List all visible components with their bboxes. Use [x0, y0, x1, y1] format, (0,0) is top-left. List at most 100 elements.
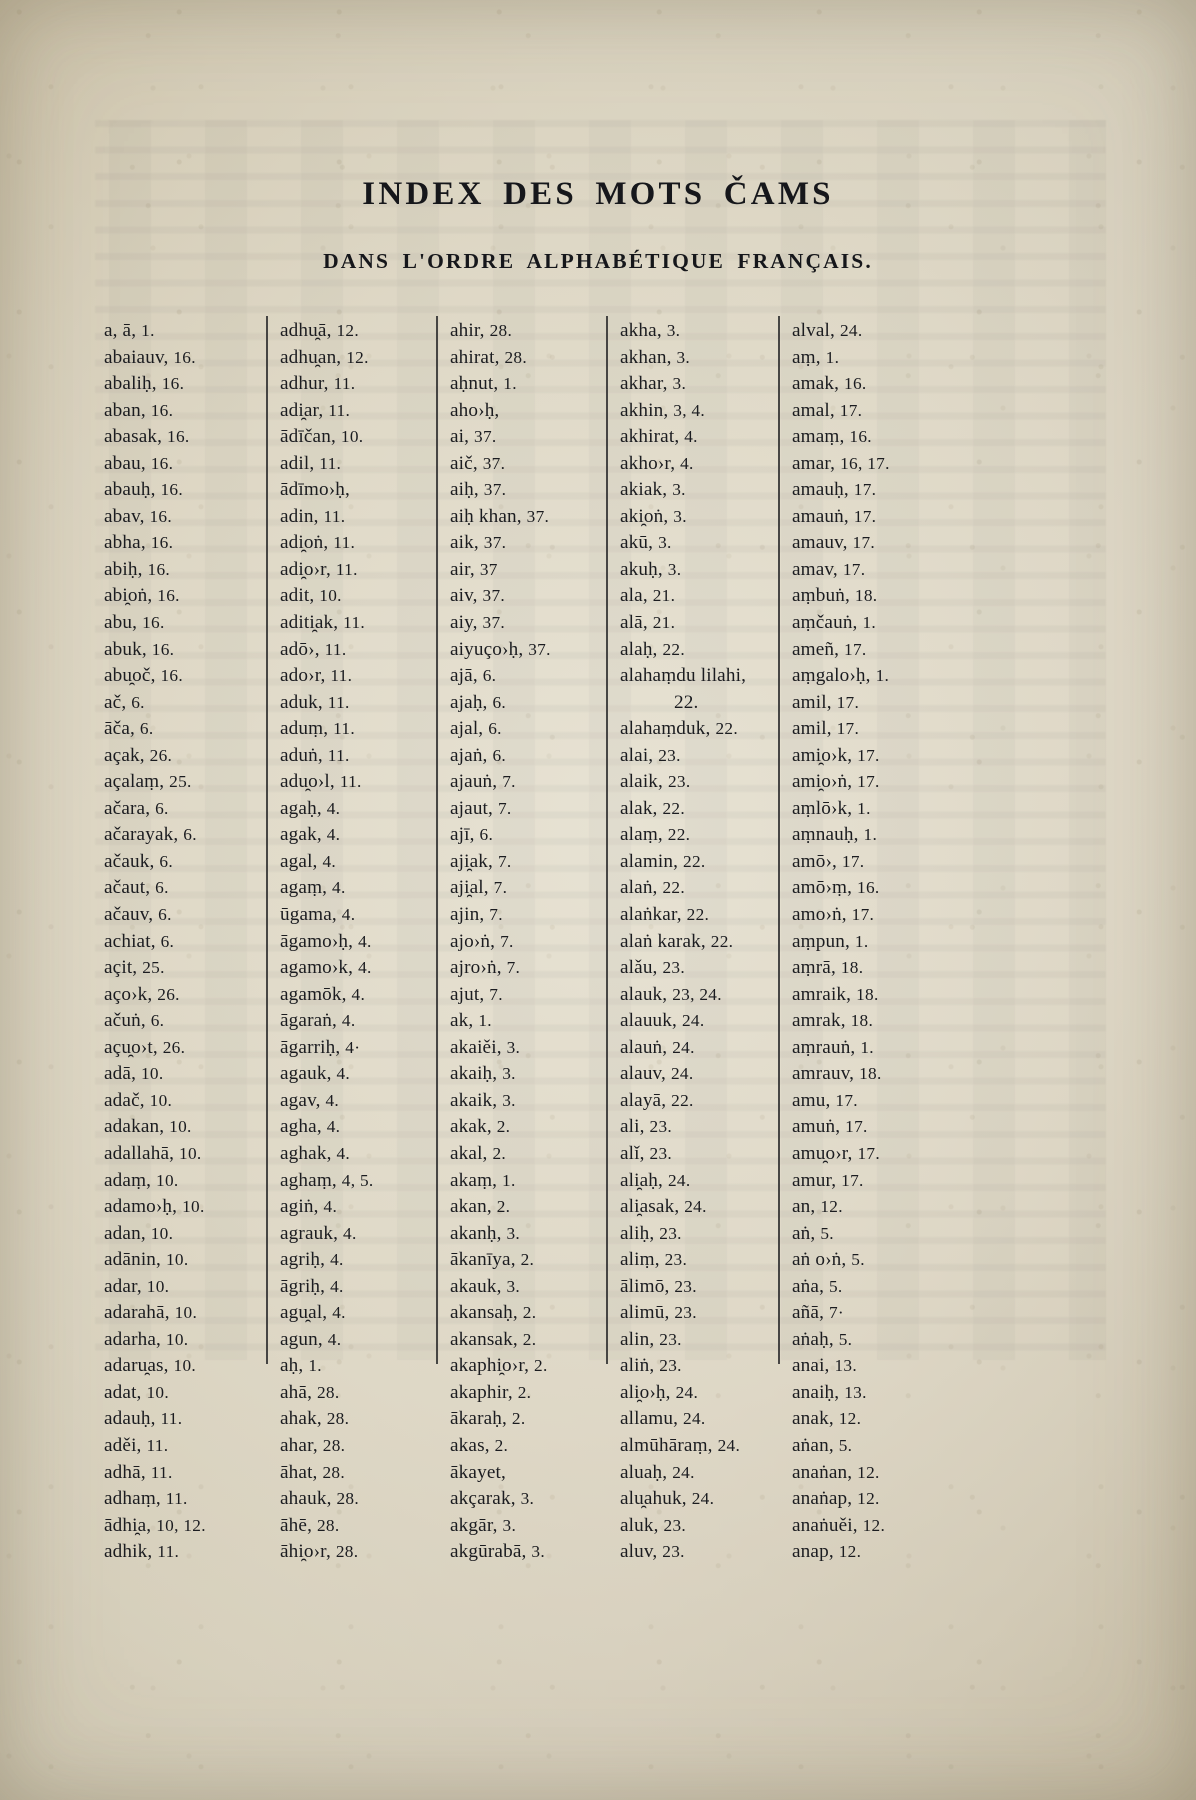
index-entry: aditi̯ak, 11. — [280, 612, 366, 634]
column-rule — [606, 316, 608, 1364]
index-entry: adaru̯as, 10. — [104, 1355, 197, 1377]
index-entry: akgūrabā, 3. — [450, 1541, 545, 1563]
index-entry: amaṃ, 16. — [792, 426, 872, 448]
index-entry: adauḥ, 11. — [104, 1408, 183, 1430]
index-entry: akansak, 2. — [450, 1328, 537, 1350]
index-entry: akaiḥ, 3. — [450, 1063, 516, 1085]
index-entry: ajī, 6. — [450, 824, 494, 846]
index-entry: ajo›ṅ, 7. — [450, 930, 514, 952]
index-entry: adil, 11. — [280, 452, 342, 474]
index-entry: abu, 16. — [104, 612, 165, 634]
index-entry: aiv, 37. — [450, 585, 506, 607]
index-entry: aṃčauṅ, 1. — [792, 612, 877, 634]
index-entry: adarahā, 10. — [104, 1302, 198, 1324]
index-entry: amal, 17. — [792, 399, 863, 421]
index-entry: aṅa, 5. — [792, 1275, 843, 1297]
index-entry: adi̯oṅ, 11. — [280, 532, 356, 554]
index-entry: alaḥ, 22. — [620, 638, 685, 660]
index-entry: amu, 17. — [792, 1089, 858, 1111]
index-entry: aṃrā, 18. — [792, 957, 864, 979]
index-entry: amō›, 17. — [792, 850, 865, 872]
index-entry: akiak, 3. — [620, 479, 686, 501]
index-entry: achiat, 6. — [104, 930, 175, 952]
index-entry: abau, 16. — [104, 452, 174, 474]
index-entry: akaiěi, 3. — [450, 1036, 521, 1058]
index-entry: adi̯ar, 11. — [280, 399, 351, 421]
index-entry: adit, 10. — [280, 585, 342, 607]
index-entry: amuṅ, 17. — [792, 1116, 868, 1138]
index-entry: alak, 22. — [620, 797, 685, 819]
index-entry: an, 12. — [792, 1196, 843, 1218]
index-entry: alaik, 23. — [620, 771, 691, 793]
index-entry: ačauk, 6. — [104, 850, 173, 872]
index-columns: a, ā, 1. abaiauv, 16. abaliḥ, 16. aban, 16.… — [104, 316, 1094, 1562]
index-entry: agaḥ, 4. — [280, 797, 341, 819]
index-entry: adamo›ḥ, 10. — [104, 1196, 205, 1218]
index-entry: akçarak, 3. — [450, 1488, 535, 1510]
index-entry: aič, 37. — [450, 452, 506, 474]
index-entry: ak, 1. — [450, 1010, 492, 1032]
index-entry: adin, 11. — [280, 505, 346, 527]
index-entry: aliḥ, 23. — [620, 1222, 682, 1244]
index-entry: akaphir, 2. — [450, 1381, 532, 1403]
index-entry: anap, 12. — [792, 1541, 862, 1563]
index-entry: aik, 37. — [450, 532, 507, 554]
index-entry: ami̯o›k, 17. — [792, 744, 880, 766]
index-entry: akansaḥ, 2. — [450, 1302, 537, 1324]
index-entry: agauk, 4. — [280, 1063, 351, 1085]
index-entry: anaiḥ, 13. — [792, 1381, 867, 1403]
index-column-3: ahir, 28. ahirat, 28. aḥnut, 1. aho›ḥ, ai, 3… — [436, 316, 620, 1562]
index-entry: agun, 4. — [280, 1328, 342, 1350]
index-entry: ajin, 7. — [450, 904, 503, 926]
index-entry: akgār, 3. — [450, 1514, 517, 1536]
column-rule — [436, 316, 438, 1364]
index-entry: alaṅ karak, 22. — [620, 930, 734, 952]
index-entry: alval, 24. — [792, 320, 863, 341]
index-entry: ali̯asak, 24. — [620, 1196, 707, 1218]
index-entry: āgriḥ, 4. — [280, 1275, 344, 1297]
index-entry: ādīčan, 10. — [280, 426, 364, 448]
index-entry: aduk, 11. — [280, 691, 350, 713]
index-entry: alu̯ahuk, 24. — [620, 1488, 715, 1510]
index-entry: ahak, 28. — [280, 1408, 350, 1430]
index-entry: amar, 16, 17. — [792, 452, 890, 474]
index-entry: akho›r, 4. — [620, 452, 694, 474]
index-entry: anaṅap, 12. — [792, 1488, 880, 1510]
index-entry: amō›ṃ, 16. — [792, 877, 880, 899]
index-entry: aṃnauḥ, 1. — [792, 824, 878, 846]
index-entry: alaṅkar, 22. — [620, 904, 710, 926]
index-entry: ahauk, 28. — [280, 1488, 359, 1510]
index-entry: aluv, 23. — [620, 1541, 685, 1563]
index-entry: amrauv, 18. — [792, 1063, 882, 1085]
index-column-5: alval, 24. aṃ, 1. amak, 16. amal, 17. amaṃ, … — [778, 316, 962, 1562]
index-entry: alauuk, 24. — [620, 1010, 705, 1032]
index-entry: aho›ḥ, — [450, 399, 500, 421]
index-entry: ali̯o›ḥ, 24. — [620, 1381, 699, 1403]
index-entry: aṅan, 5. — [792, 1434, 853, 1456]
index-entry: agaṃ, 4. — [280, 877, 346, 899]
index-entry: āhi̯o›r, 28. — [280, 1541, 359, 1563]
index-entry: akhirat, 4. — [620, 426, 698, 448]
index-entry: anaṅuěi, 12. — [792, 1514, 886, 1536]
index-entry: agha, 4. — [280, 1116, 341, 1138]
index-entry: adan, 10. — [104, 1222, 174, 1244]
index-entry: abuk, 16. — [104, 638, 175, 660]
index-entry: ala, 21. — [620, 585, 676, 607]
index-entry: amauḥ, 17. — [792, 479, 877, 501]
index-entry: ākaraḥ, 2. — [450, 1408, 526, 1430]
index-entry: adat, 10. — [104, 1381, 169, 1403]
index-entry: āgarriḥ, 4· — [280, 1036, 361, 1058]
index-entry: agamōk, 4. — [280, 983, 366, 1005]
index-entry: abi̯oṅ, 16. — [104, 585, 180, 607]
index-entry: aṃlō›k, 1. — [792, 797, 871, 819]
index-entry: āča, 6. — [104, 718, 154, 740]
index-entry: adānin, 10. — [104, 1249, 189, 1271]
index-entry: aiyuço›ḥ, 37. — [450, 638, 551, 660]
index-entry: amrak, 18. — [792, 1010, 874, 1032]
index-entry: abasak, 16. — [104, 426, 190, 448]
index-entry: aiḥ khan, 37. — [450, 505, 550, 527]
index-entry: abauḥ, 16. — [104, 479, 183, 501]
index-entry: amauv, 17. — [792, 532, 876, 554]
index-entry: alayā, 22. — [620, 1089, 694, 1111]
